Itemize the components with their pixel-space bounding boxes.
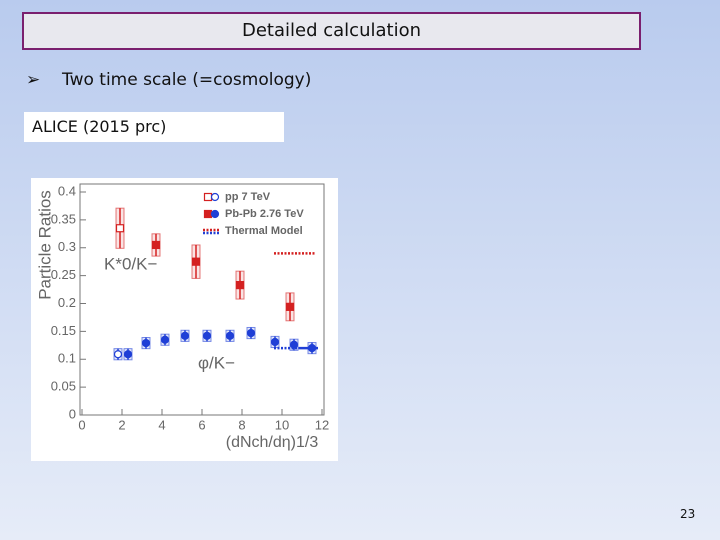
- legend-marker: [203, 192, 213, 202]
- point: [180, 331, 190, 340]
- point: [151, 240, 161, 250]
- annotation: φ/K−: [198, 353, 235, 372]
- slide-title: Detailed calculation: [22, 12, 641, 50]
- point: [160, 335, 170, 344]
- point: [115, 224, 125, 233]
- y-tick-label: 0.2: [58, 295, 76, 310]
- y-axis-label: Particle Ratios: [35, 190, 54, 300]
- point: [225, 331, 235, 340]
- point: [202, 331, 212, 340]
- point: [123, 350, 133, 359]
- bullet: ➢ Two time scale (=cosmology): [26, 70, 311, 90]
- x-axis-label: (dNch/dη)1/3: [226, 434, 319, 451]
- y-tick-label: 0.25: [51, 267, 76, 282]
- legend-marker: [203, 209, 213, 219]
- x-tick-label: 8: [238, 417, 245, 432]
- legend-label: Thermal Model: [225, 225, 303, 237]
- x-tick-label: 2: [118, 417, 125, 432]
- point: [235, 281, 245, 290]
- legend-label: pp 7 TeV: [225, 191, 271, 203]
- y-tick-label: 0: [69, 406, 76, 421]
- y-tick-label: 0.35: [51, 211, 76, 226]
- x-tick-label: 12: [315, 417, 329, 432]
- legend-marker: [210, 209, 220, 219]
- y-tick-label: 0.15: [51, 323, 76, 338]
- point: [270, 337, 280, 347]
- y-tick-label: 0.05: [51, 379, 76, 394]
- x-tick-label: 0: [78, 417, 85, 432]
- legend-marker: [210, 192, 220, 202]
- bullet-arrow: ➢: [26, 70, 41, 90]
- point: [141, 338, 151, 348]
- y-tick-label: 0.1: [58, 351, 76, 366]
- point: [289, 340, 299, 349]
- y-tick-label: 0.4: [58, 183, 76, 198]
- y-tick-label: 0.3: [58, 239, 76, 254]
- point: [285, 302, 295, 311]
- bullet-text: Two time scale (=cosmology): [62, 70, 312, 90]
- caption: ALICE (2015 prc): [24, 112, 284, 142]
- x-tick-label: 4: [158, 417, 165, 432]
- x-tick-label: 10: [275, 417, 289, 432]
- point: [246, 328, 256, 338]
- page-number: 23: [680, 507, 696, 521]
- annotation: K*0/K−: [104, 254, 157, 273]
- x-tick-label: 6: [198, 417, 205, 432]
- point: [191, 257, 201, 266]
- legend-label: Pb-Pb 2.76 TeV: [225, 208, 304, 220]
- point: [113, 350, 123, 359]
